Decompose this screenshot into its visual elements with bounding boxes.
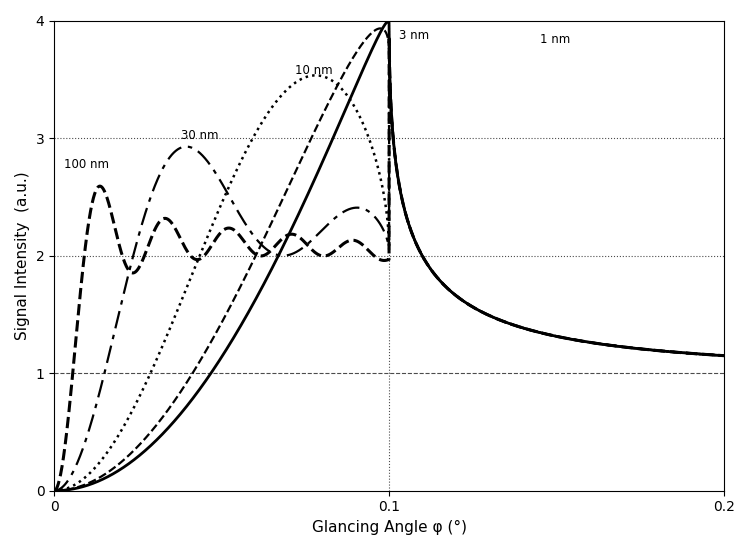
Text: 3 nm: 3 nm <box>399 29 429 42</box>
Text: 10 nm: 10 nm <box>296 64 333 77</box>
Text: 30 nm: 30 nm <box>182 129 219 141</box>
X-axis label: Glancing Angle φ (°): Glancing Angle φ (°) <box>311 520 466 535</box>
Text: 100 nm: 100 nm <box>64 158 110 171</box>
Text: 1 nm: 1 nm <box>540 34 570 46</box>
Y-axis label: Signal Intensity  (a.u.): Signal Intensity (a.u.) <box>15 171 30 340</box>
